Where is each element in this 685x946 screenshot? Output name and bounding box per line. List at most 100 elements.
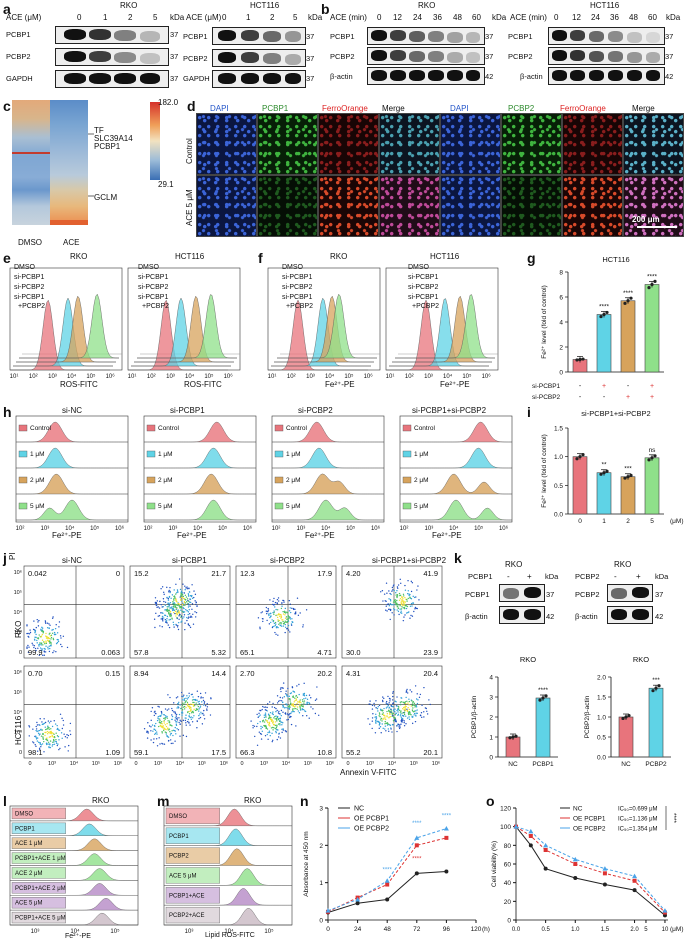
axis-tick: 10⁵ — [304, 760, 312, 767]
a-right-row2: GAPDH — [183, 74, 210, 83]
axis-tick: 10⁶ — [371, 525, 381, 532]
data-point — [528, 828, 534, 834]
o-line-chart: 0 20 40 60 80 100 120 0.0 0.5 1.0 1.5 2.0 5 10 (μM) Cel… — [491, 806, 684, 934]
row-label-box — [11, 911, 66, 924]
c-gene0: TF — [94, 126, 104, 135]
quadrant-value: 20.4 — [423, 669, 438, 678]
legend-swatch — [274, 502, 284, 510]
quadrant-value: 30.0 — [346, 648, 361, 657]
quadrant-value: 8.94 — [134, 669, 149, 678]
data-point — [623, 301, 627, 305]
a-right-mw2: 37 — [306, 74, 315, 83]
f-leg0: DMSO — [282, 264, 303, 271]
a-left-row2: GAPDH — [6, 74, 33, 83]
axis-tick: 10⁶ — [14, 569, 22, 576]
data-point — [624, 715, 628, 719]
data-point — [528, 843, 533, 848]
panel-label-e: e — [3, 250, 11, 266]
data-point — [626, 299, 630, 303]
data-point — [632, 878, 637, 883]
x-tick-label: 5 — [644, 927, 648, 933]
histogram-peak — [128, 299, 228, 371]
y-tick-label: 2 — [319, 843, 323, 850]
histogram-peak — [389, 298, 489, 367]
h-title0: si-NC — [62, 406, 82, 415]
h-xl3: Fe²⁺-PE — [432, 531, 462, 540]
a-right-blot2 — [212, 70, 306, 88]
data-point — [384, 878, 390, 883]
histogram-peak — [164, 868, 292, 886]
axis-tick: 0 — [19, 650, 22, 656]
x-tick-label: 0 — [578, 518, 582, 525]
chart-title: HCT116 — [602, 255, 629, 264]
data-point — [575, 457, 579, 461]
legend-swatch — [402, 450, 412, 458]
x-tick-label: 2.0 — [630, 927, 639, 933]
data-point — [647, 458, 651, 462]
row-label-box — [11, 852, 66, 864]
axis-tick: 10⁵ — [346, 525, 356, 532]
plot-frame — [271, 415, 385, 523]
b-left-blot0 — [367, 27, 485, 45]
histogram-peak — [134, 295, 234, 363]
quadrant-value: 65.1 — [240, 648, 255, 657]
x-tick-label: 120 — [471, 926, 482, 933]
y-tick-label: 2 — [559, 345, 563, 352]
axis-tick: 10³ — [14, 630, 22, 636]
c-gene2: PCBP1 — [94, 142, 121, 151]
axis-tick: 10⁴ — [14, 609, 23, 616]
axis-tick: 10² — [272, 526, 281, 532]
y-tick-label: 4 — [559, 320, 563, 327]
b-left-unit: ACE (min) — [330, 13, 367, 22]
quadrant-value: 17.5 — [211, 748, 226, 757]
plot-frame — [15, 415, 129, 523]
row-label: 1 μM — [286, 451, 301, 458]
legend-swatch — [274, 476, 284, 484]
a-right-c3: 5 — [293, 13, 298, 22]
panel-label-c: c — [3, 98, 11, 114]
data-point — [629, 296, 633, 300]
histogram-peak — [272, 499, 384, 521]
row-label: 2 μM — [30, 477, 45, 484]
axis-tick: 10⁴ — [70, 760, 79, 767]
j-ylabel: PI — [8, 552, 17, 560]
x-row-sign: - — [579, 394, 582, 401]
legend-swatch — [18, 424, 28, 432]
row-label: 5 μM — [30, 503, 45, 510]
a-right-blot0 — [212, 27, 306, 45]
data-point — [544, 694, 548, 698]
quadrant-value: 0.063 — [101, 648, 120, 657]
k-left-blot0 — [499, 584, 545, 602]
d-micrograph — [196, 113, 257, 175]
e-title0: RKO — [70, 252, 88, 261]
d-row0: Control — [185, 138, 194, 164]
legend-swatch — [18, 476, 28, 484]
panel-label-k: k — [454, 550, 462, 566]
k-right-mw1: 42 — [655, 612, 664, 621]
e-leg1b: si-PCBP1 — [138, 274, 169, 281]
row-label: 2 μM — [286, 477, 301, 484]
y-tick-label: 0 — [489, 755, 493, 762]
row-label: ACE 1 μM — [15, 841, 42, 847]
legend-swatch — [274, 424, 284, 432]
axis-tick: 0 — [134, 761, 137, 767]
x-unit-label: (μM) — [670, 518, 684, 525]
f-xlabel1: Fe²⁺-PE — [440, 380, 470, 389]
b-right-blot0 — [548, 27, 665, 45]
data-point — [602, 882, 607, 887]
histogram-peak — [400, 421, 513, 443]
j-title1: si-PCBP1 — [172, 556, 207, 565]
legend-label: OE PCBP1 — [354, 816, 389, 823]
k-right-mw0: 37 — [655, 590, 664, 599]
axis-tick: 10⁴ — [193, 525, 203, 532]
axis-tick: 10⁶ — [432, 760, 440, 767]
b-left-t5: 60 — [472, 13, 481, 22]
histogram-peak — [10, 898, 138, 911]
y-axis-label: Cell viability (%) — [491, 841, 498, 887]
axis-tick: 10⁶ — [499, 525, 509, 532]
a-left-row0: PCBP1 — [6, 30, 31, 39]
legend-label: NC — [573, 806, 583, 813]
axis-tick: 10⁵ — [14, 689, 22, 696]
histogram-peak — [10, 838, 138, 851]
axis-tick: 10⁶ — [364, 373, 374, 380]
